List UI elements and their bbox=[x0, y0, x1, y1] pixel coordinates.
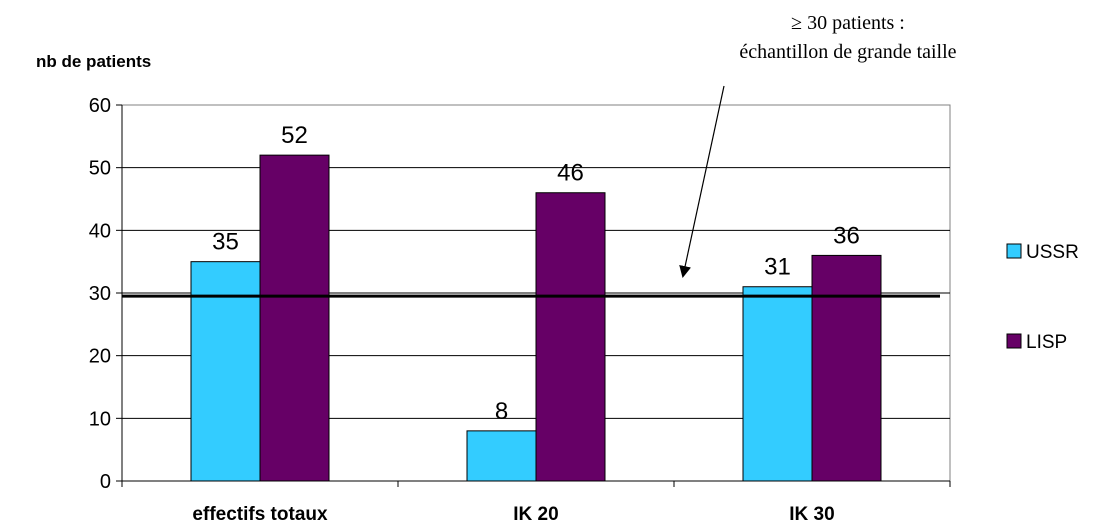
bar-ussr-1 bbox=[466, 430, 537, 482]
x-category-label: effectifs totaux bbox=[192, 504, 328, 525]
data-label-lisp-0: 52 bbox=[281, 122, 308, 149]
legend: USSR LISP bbox=[1006, 242, 1079, 353]
legend-swatch-ussr bbox=[1006, 243, 1022, 259]
data-label-ussr-1: 8 bbox=[495, 398, 508, 425]
x-axis-categories: effectifs totaux IK 20 IK 30 bbox=[121, 481, 951, 525]
x-category-label: IK 30 bbox=[789, 504, 834, 525]
annotation-line-1: ≥ 30 patients : bbox=[791, 12, 905, 34]
y-tick-label: 10 bbox=[89, 408, 111, 430]
annotation-arrow bbox=[679, 85, 725, 278]
data-label-lisp-2: 36 bbox=[833, 222, 860, 249]
y-tick-label: 60 bbox=[89, 95, 111, 117]
legend-label-lisp: LISP bbox=[1026, 332, 1067, 353]
annotation-line-2: échantillon de grande taille bbox=[739, 41, 956, 63]
y-tick-label: 0 bbox=[100, 471, 111, 493]
y-tick-label: 40 bbox=[89, 220, 111, 242]
y-axis-title: nb de patients bbox=[36, 52, 151, 71]
bar-ussr-2 bbox=[742, 286, 813, 482]
data-label-ussr-0: 35 bbox=[212, 229, 239, 256]
y-tick-label: 30 bbox=[89, 283, 111, 305]
data-labels: 35 52 8 46 31 36 bbox=[212, 122, 860, 425]
y-tick-label: 20 bbox=[89, 346, 111, 368]
legend-label-ussr: USSR bbox=[1026, 242, 1079, 263]
bar-ussr-0 bbox=[190, 261, 261, 482]
legend-swatch-lisp bbox=[1006, 333, 1022, 349]
y-tick-label: 50 bbox=[89, 158, 111, 180]
x-category-label: IK 20 bbox=[513, 504, 558, 525]
data-label-lisp-1: 46 bbox=[557, 160, 584, 187]
bar-lisp-0 bbox=[259, 154, 330, 482]
bars bbox=[190, 154, 882, 482]
bar-lisp-2 bbox=[811, 254, 882, 482]
data-label-ussr-2: 31 bbox=[764, 254, 791, 281]
bar-lisp-1 bbox=[535, 192, 606, 482]
